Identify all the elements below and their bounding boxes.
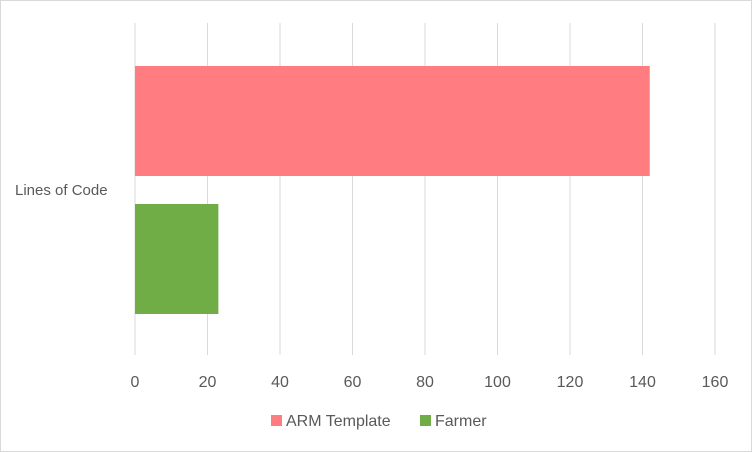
bar-farmer [135, 204, 219, 314]
tick-label-2: 40 [271, 374, 289, 391]
tick-label-4: 80 [416, 374, 434, 391]
tick-label-6: 120 [557, 374, 584, 391]
category-labels: Lines of Code [15, 182, 108, 199]
legend-label-arm-template: ARM Template [286, 413, 391, 430]
tick-label-5: 100 [484, 374, 511, 391]
tick-label-0: 0 [131, 374, 140, 391]
tick-labels: 0 20 40 60 80 100 120 140 160 [131, 374, 729, 391]
bars [135, 66, 650, 314]
tick-label-7: 140 [629, 374, 656, 391]
legend: ARM Template Farmer [271, 413, 487, 430]
tick-label-1: 20 [199, 374, 217, 391]
tick-label-8: 160 [702, 374, 729, 391]
legend-swatch-farmer [420, 415, 431, 426]
legend-swatch-arm-template [271, 415, 282, 426]
category-label: Lines of Code [15, 182, 108, 199]
legend-label-farmer: Farmer [435, 413, 487, 430]
tick-label-3: 60 [344, 374, 362, 391]
bar-arm-template [135, 66, 650, 176]
